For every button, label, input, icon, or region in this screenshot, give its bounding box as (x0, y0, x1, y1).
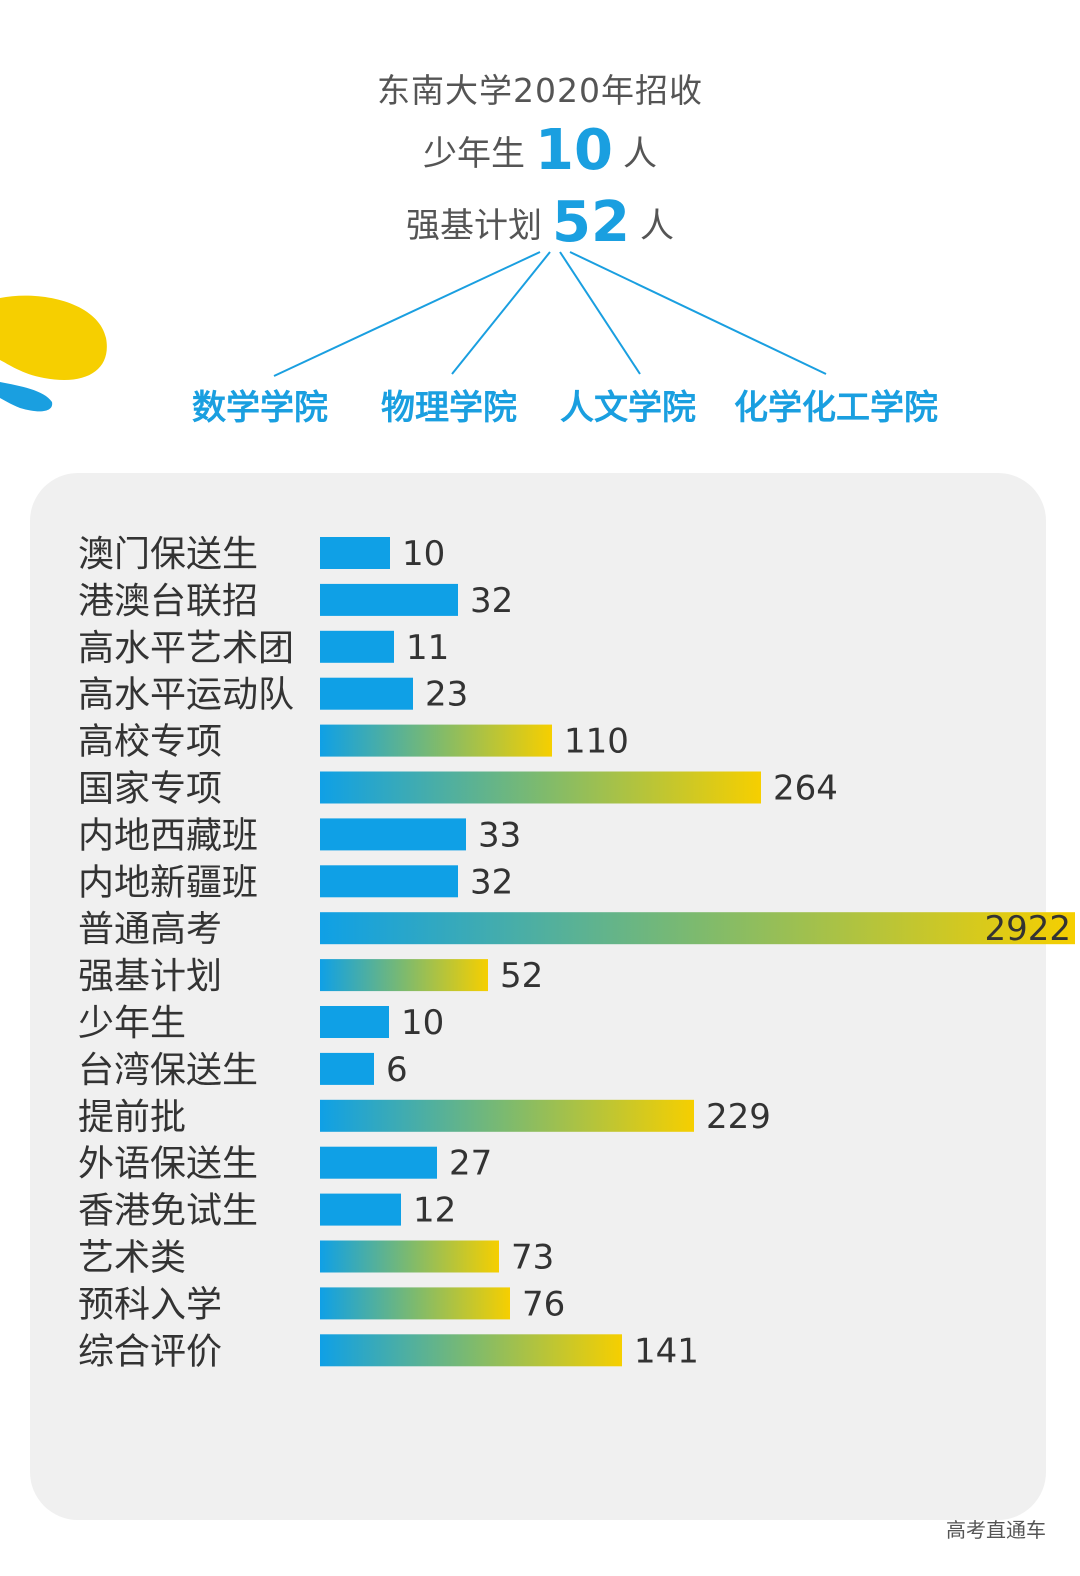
bar (320, 959, 488, 992)
value-label: 32 (470, 581, 513, 621)
blue-blob-shape (0, 382, 53, 412)
value-label: 52 (500, 956, 543, 996)
juvenile-unit: 人 (622, 134, 657, 174)
college-chemistry: 化学化工学院 (734, 388, 938, 428)
value-label: 264 (773, 769, 838, 809)
connector-line (569, 251, 827, 375)
category-label: 高水平运动队 (78, 675, 294, 716)
bar (320, 1006, 389, 1038)
category-label: 高校专项 (78, 722, 222, 763)
header: 东南大学2020年招收 少年生 10 人 强基计划 52 人 数学学院 物理学院 人文学… (0, 0, 1080, 440)
bar (320, 912, 1075, 945)
value-label: 33 (478, 815, 521, 855)
category-label: 综合评价 (78, 1331, 222, 1372)
bar (320, 865, 458, 898)
bar (320, 677, 413, 710)
bar (320, 1240, 499, 1273)
category-label: 强基计划 (78, 956, 222, 997)
category-label: 外语保送生 (78, 1144, 258, 1185)
yellow-blob-shape (0, 295, 107, 381)
category-label: 内地西藏班 (78, 815, 258, 856)
bar (320, 1334, 622, 1367)
value-label: 229 (706, 1097, 771, 1137)
bar (320, 1287, 510, 1320)
bar (320, 1052, 374, 1085)
strong-base-count: 52 (552, 190, 630, 255)
bar (320, 583, 458, 616)
category-label: 内地新疆班 (78, 862, 258, 903)
value-label: 2922 (984, 909, 1071, 949)
connector-line (451, 251, 551, 375)
bar (320, 1146, 437, 1179)
decorative-blob (0, 295, 107, 412)
juvenile-line: 少年生 10 人 (0, 118, 1080, 183)
category-label: 艺术类 (78, 1238, 186, 1279)
value-label: 10 (402, 534, 445, 574)
value-label: 23 (425, 675, 468, 715)
value-label: 32 (470, 862, 513, 902)
page-title: 东南大学2020年招收 (377, 71, 703, 110)
juvenile-label: 少年生 (423, 134, 526, 174)
bar (320, 1099, 694, 1132)
category-label: 提前批 (78, 1097, 186, 1138)
category-label: 台湾保送生 (78, 1050, 258, 1091)
value-label: 27 (449, 1144, 492, 1184)
bar (320, 1193, 401, 1226)
category-label: 国家专项 (78, 769, 222, 810)
strong-base-unit: 人 (639, 206, 674, 246)
category-label: 普通高考 (78, 909, 222, 950)
watermark: 高考直通车 (946, 1518, 1046, 1542)
juvenile-count: 10 (535, 118, 613, 183)
bar (320, 537, 390, 569)
category-label: 香港免试生 (78, 1191, 258, 1232)
category-label: 预科入学 (78, 1284, 222, 1325)
bar (320, 771, 761, 804)
connector-line (273, 251, 541, 377)
category-label: 少年生 (78, 1003, 186, 1044)
value-label: 6 (386, 1050, 408, 1090)
value-label: 73 (511, 1238, 554, 1278)
connector-line (559, 251, 641, 375)
college-math: 数学学院 (192, 388, 328, 428)
bar (320, 818, 466, 851)
category-label: 高水平艺术团 (78, 628, 294, 669)
category-label: 澳门保送生 (78, 534, 258, 575)
value-label: 110 (564, 722, 629, 762)
value-label: 11 (406, 628, 449, 668)
value-label: 76 (522, 1284, 565, 1324)
strong-base-label: 强基计划 (406, 206, 543, 246)
bar (320, 724, 552, 757)
category-label: 港澳台联招 (78, 581, 258, 622)
bar (320, 630, 394, 663)
value-label: 141 (634, 1331, 699, 1371)
value-label: 12 (413, 1191, 456, 1231)
college-physics: 物理学院 (381, 388, 517, 428)
value-label: 10 (401, 1003, 444, 1043)
college-connectors (273, 251, 827, 377)
college-humanities: 人文学院 (560, 388, 696, 428)
strong-base-line: 强基计划 52 人 (0, 190, 1080, 255)
